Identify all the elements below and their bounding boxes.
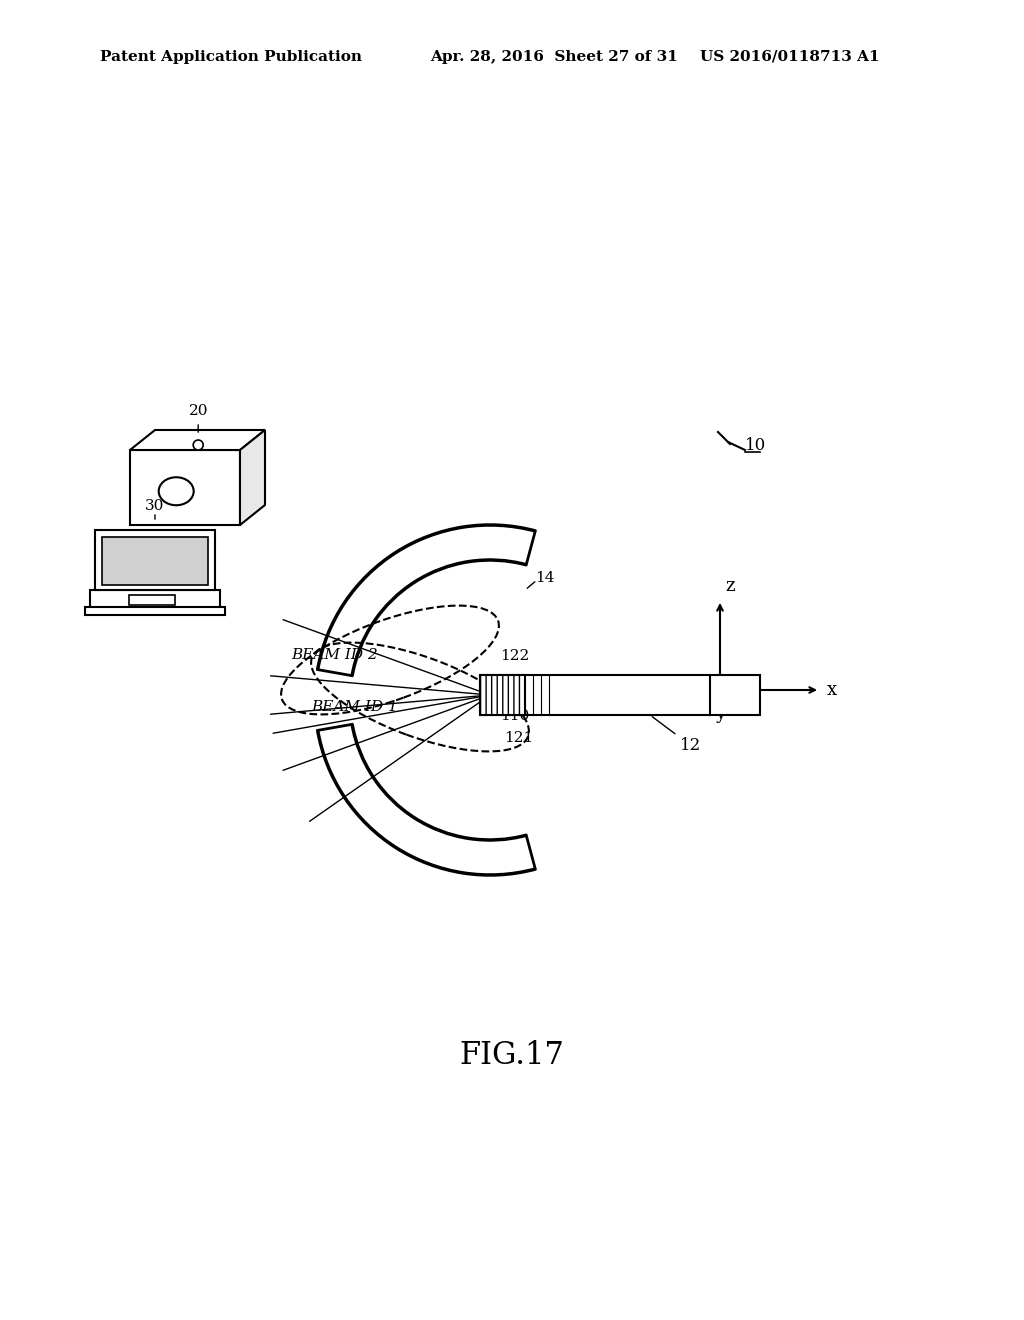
Polygon shape (130, 430, 265, 450)
Text: x: x (827, 681, 838, 700)
Bar (480, 675, 760, 715)
Text: US 2016/0118713 A1: US 2016/0118713 A1 (700, 50, 880, 63)
Text: BEAM ID 1: BEAM ID 1 (311, 700, 398, 714)
Bar (480, 675, 525, 715)
Text: y: y (715, 705, 725, 723)
Text: FIG.17: FIG.17 (460, 1040, 564, 1071)
Text: Patent Application Publication: Patent Application Publication (100, 50, 362, 63)
Text: 121: 121 (504, 731, 534, 744)
Circle shape (194, 440, 203, 450)
Text: Apr. 28, 2016  Sheet 27 of 31: Apr. 28, 2016 Sheet 27 of 31 (430, 50, 678, 63)
Text: 30: 30 (145, 499, 165, 513)
Polygon shape (240, 430, 265, 525)
Bar (102, 537, 208, 585)
Text: 14: 14 (535, 572, 555, 585)
Text: 110: 110 (500, 709, 529, 723)
Text: 12: 12 (652, 717, 701, 754)
Ellipse shape (159, 478, 194, 506)
Bar (85, 607, 225, 615)
Text: z: z (725, 577, 734, 595)
Text: 10: 10 (745, 437, 766, 454)
Text: 122: 122 (500, 649, 529, 663)
Bar (95, 531, 215, 590)
Text: BEAM ID 2: BEAM ID 2 (292, 648, 379, 663)
Text: 20: 20 (188, 404, 208, 418)
Bar (129, 595, 174, 605)
Bar (130, 450, 240, 525)
Bar (90, 590, 220, 610)
